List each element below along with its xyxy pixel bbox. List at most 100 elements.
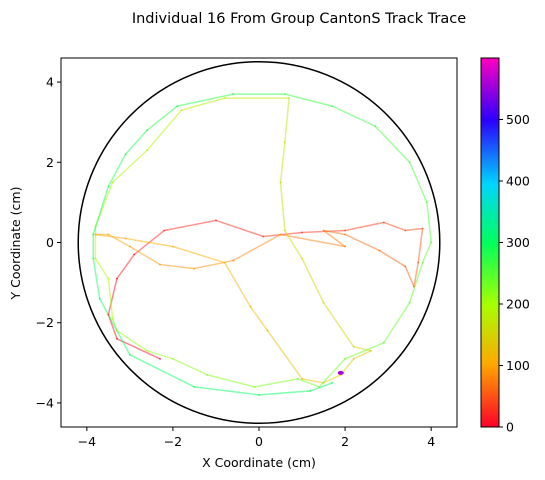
arena-circle xyxy=(77,60,441,425)
trace-point xyxy=(111,317,114,320)
trace-point xyxy=(92,257,95,260)
trace-point xyxy=(124,153,127,156)
trace-point xyxy=(382,341,385,344)
trace-point xyxy=(344,233,346,236)
trace-segment xyxy=(352,346,372,352)
x-axis: −4 −2 0 2 4 xyxy=(78,427,435,449)
trace-point xyxy=(107,233,110,236)
x-axis-label: X Coordinate (cm) xyxy=(202,455,316,470)
trace-segment xyxy=(206,374,256,388)
trace-segment xyxy=(223,261,252,308)
trace-segment xyxy=(176,93,234,107)
trace-segment xyxy=(301,378,325,384)
trace-point xyxy=(94,257,97,260)
trace-segment xyxy=(301,229,346,234)
trace-segment xyxy=(374,125,411,164)
trace-point xyxy=(408,301,411,304)
trace-point xyxy=(107,313,110,316)
trace-point xyxy=(116,329,118,332)
trace-segment xyxy=(284,93,333,107)
colorbar-tick-label: 200 xyxy=(506,297,530,312)
trace-point xyxy=(430,241,433,244)
trace-point xyxy=(279,233,282,236)
trace-point xyxy=(146,129,148,132)
trace-point xyxy=(124,237,127,240)
y-tick-label: 4 xyxy=(46,75,54,90)
trace-segment xyxy=(352,350,372,360)
trace-segment xyxy=(124,237,174,248)
trace-segment xyxy=(408,161,428,204)
colorbar-tick-label: 400 xyxy=(506,174,530,189)
trace-segment xyxy=(215,219,265,238)
colorbar-tick-label: 500 xyxy=(506,112,530,127)
trace-point xyxy=(159,357,161,360)
trace-segment xyxy=(129,354,196,388)
trace-segment xyxy=(253,378,299,388)
trace-point xyxy=(378,249,381,252)
trace-segment xyxy=(279,141,286,184)
trace-point xyxy=(279,181,282,184)
trace-point xyxy=(296,377,299,380)
y-tick-label: −2 xyxy=(36,315,54,330)
colorbar-tick-label: 100 xyxy=(506,358,530,373)
trace-point xyxy=(193,267,196,270)
trace-segment xyxy=(322,374,342,384)
trace-segment xyxy=(124,129,148,156)
trace-point xyxy=(322,229,325,232)
trace-segment xyxy=(249,305,269,332)
trace-point xyxy=(404,229,407,232)
trace-segment xyxy=(111,149,148,184)
trace-segment xyxy=(94,257,110,280)
x-tick-label: 4 xyxy=(427,434,435,449)
trace-segment xyxy=(404,227,424,232)
trace-point xyxy=(163,229,166,232)
trace-point xyxy=(283,93,286,95)
trace-point xyxy=(146,149,148,152)
trace-point xyxy=(107,185,110,188)
trace-segment xyxy=(193,259,234,270)
x-tick-label: −4 xyxy=(78,434,96,449)
trace-segment xyxy=(146,105,178,131)
trace-point xyxy=(94,233,97,236)
trace-segment xyxy=(159,263,196,270)
trace-segment xyxy=(383,221,407,232)
trace-point xyxy=(146,349,148,352)
trace-point xyxy=(421,261,424,264)
trace-point xyxy=(288,97,291,100)
x-tick-label: −2 xyxy=(164,434,182,449)
trace-point xyxy=(352,357,355,360)
trace-point xyxy=(172,357,174,360)
trace-point xyxy=(309,390,312,392)
trace-point xyxy=(94,225,97,228)
trace-segment xyxy=(116,329,148,352)
trace-point xyxy=(331,381,334,384)
trace-segment xyxy=(413,261,420,288)
trace-point xyxy=(249,305,252,308)
trace-point xyxy=(413,285,415,288)
trace-point xyxy=(370,349,372,352)
trace-segment xyxy=(421,241,432,264)
chart-title: Individual 16 From Group CantonS Track T… xyxy=(132,11,466,27)
trace-point xyxy=(318,385,321,388)
trace-point xyxy=(172,245,174,248)
trace-segment xyxy=(116,338,161,360)
trace-point xyxy=(176,105,179,108)
trace-segment xyxy=(180,97,226,111)
trace-point xyxy=(301,257,303,260)
trace-segment xyxy=(94,233,127,240)
trace-point xyxy=(344,229,346,232)
colorbar-tick-label: 0 xyxy=(506,420,514,435)
trace-segment xyxy=(107,153,127,188)
trace-segment xyxy=(146,350,174,360)
trace-point xyxy=(301,231,303,234)
trace-segment xyxy=(322,229,346,236)
trace-point xyxy=(331,105,334,108)
final-position-marker xyxy=(337,370,344,375)
trace-point xyxy=(253,385,256,388)
trace-segment xyxy=(417,227,424,264)
trace-segment xyxy=(163,219,217,232)
trace-segment xyxy=(309,382,333,392)
trace-segment xyxy=(129,245,161,266)
trace-point xyxy=(322,381,325,384)
